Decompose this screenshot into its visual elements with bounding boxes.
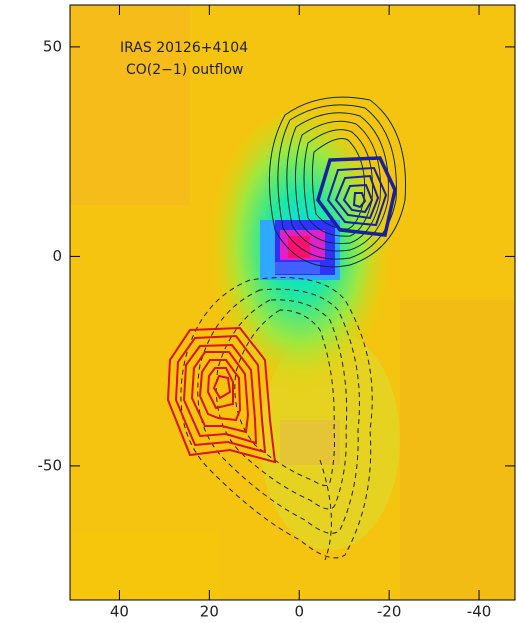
y-tick-label: -50 <box>38 456 63 474</box>
x-tick-label: 40 <box>110 603 129 621</box>
y-tick-label: 50 <box>43 37 62 55</box>
annotation: CO(2−1) outflow <box>126 62 243 78</box>
image <box>70 5 515 600</box>
x-tick-label: -40 <box>467 603 492 621</box>
x-tick-label: 20 <box>200 603 219 621</box>
annotation: IRAS 20126+4104 <box>120 40 248 56</box>
x-tick-label: -20 <box>377 603 402 621</box>
y-tick-label: 0 <box>52 247 62 265</box>
plot-frame <box>69 4 516 601</box>
x-tick-label: 0 <box>294 603 304 621</box>
